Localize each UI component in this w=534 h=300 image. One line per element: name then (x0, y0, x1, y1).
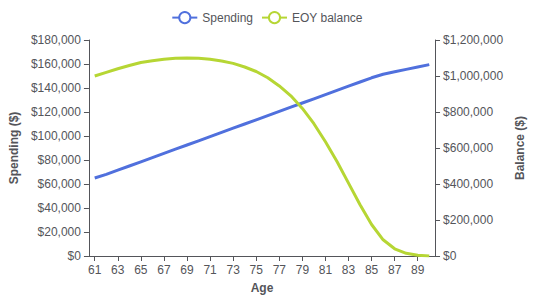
svg-text:63: 63 (111, 263, 125, 277)
svg-text:$20,000: $20,000 (38, 225, 82, 239)
svg-text:$40,000: $40,000 (38, 201, 82, 215)
svg-text:$0: $0 (68, 249, 82, 263)
svg-text:Age: Age (251, 281, 274, 295)
svg-text:$60,000: $60,000 (38, 177, 82, 191)
svg-text:77: 77 (273, 263, 287, 277)
svg-text:83: 83 (342, 263, 356, 277)
svg-text:$400,000: $400,000 (443, 177, 493, 191)
svg-text:73: 73 (226, 263, 240, 277)
svg-text:$1,000,000: $1,000,000 (443, 69, 503, 83)
svg-text:$120,000: $120,000 (31, 105, 81, 119)
svg-text:$160,000: $160,000 (31, 57, 81, 71)
svg-text:79: 79 (296, 263, 310, 277)
svg-text:69: 69 (180, 263, 194, 277)
svg-text:EOY balance: EOY balance (292, 11, 363, 25)
svg-text:$180,000: $180,000 (31, 33, 81, 47)
svg-text:89: 89 (411, 263, 425, 277)
svg-text:61: 61 (88, 263, 102, 277)
svg-text:$0: $0 (443, 249, 457, 263)
svg-text:$800,000: $800,000 (443, 105, 493, 119)
svg-text:67: 67 (157, 263, 171, 277)
svg-text:87: 87 (388, 263, 402, 277)
svg-text:Spending ($): Spending ($) (7, 112, 21, 185)
svg-text:$100,000: $100,000 (31, 129, 81, 143)
svg-text:75: 75 (250, 263, 264, 277)
svg-text:$200,000: $200,000 (443, 213, 493, 227)
svg-text:Balance ($): Balance ($) (513, 116, 527, 180)
svg-text:85: 85 (365, 263, 379, 277)
svg-text:65: 65 (134, 263, 148, 277)
svg-text:$140,000: $140,000 (31, 81, 81, 95)
svg-text:$80,000: $80,000 (38, 153, 82, 167)
svg-text:81: 81 (319, 263, 333, 277)
svg-text:Spending: Spending (202, 11, 253, 25)
svg-text:$600,000: $600,000 (443, 141, 493, 155)
svg-text:71: 71 (203, 263, 217, 277)
svg-text:$1,200,000: $1,200,000 (443, 33, 503, 47)
